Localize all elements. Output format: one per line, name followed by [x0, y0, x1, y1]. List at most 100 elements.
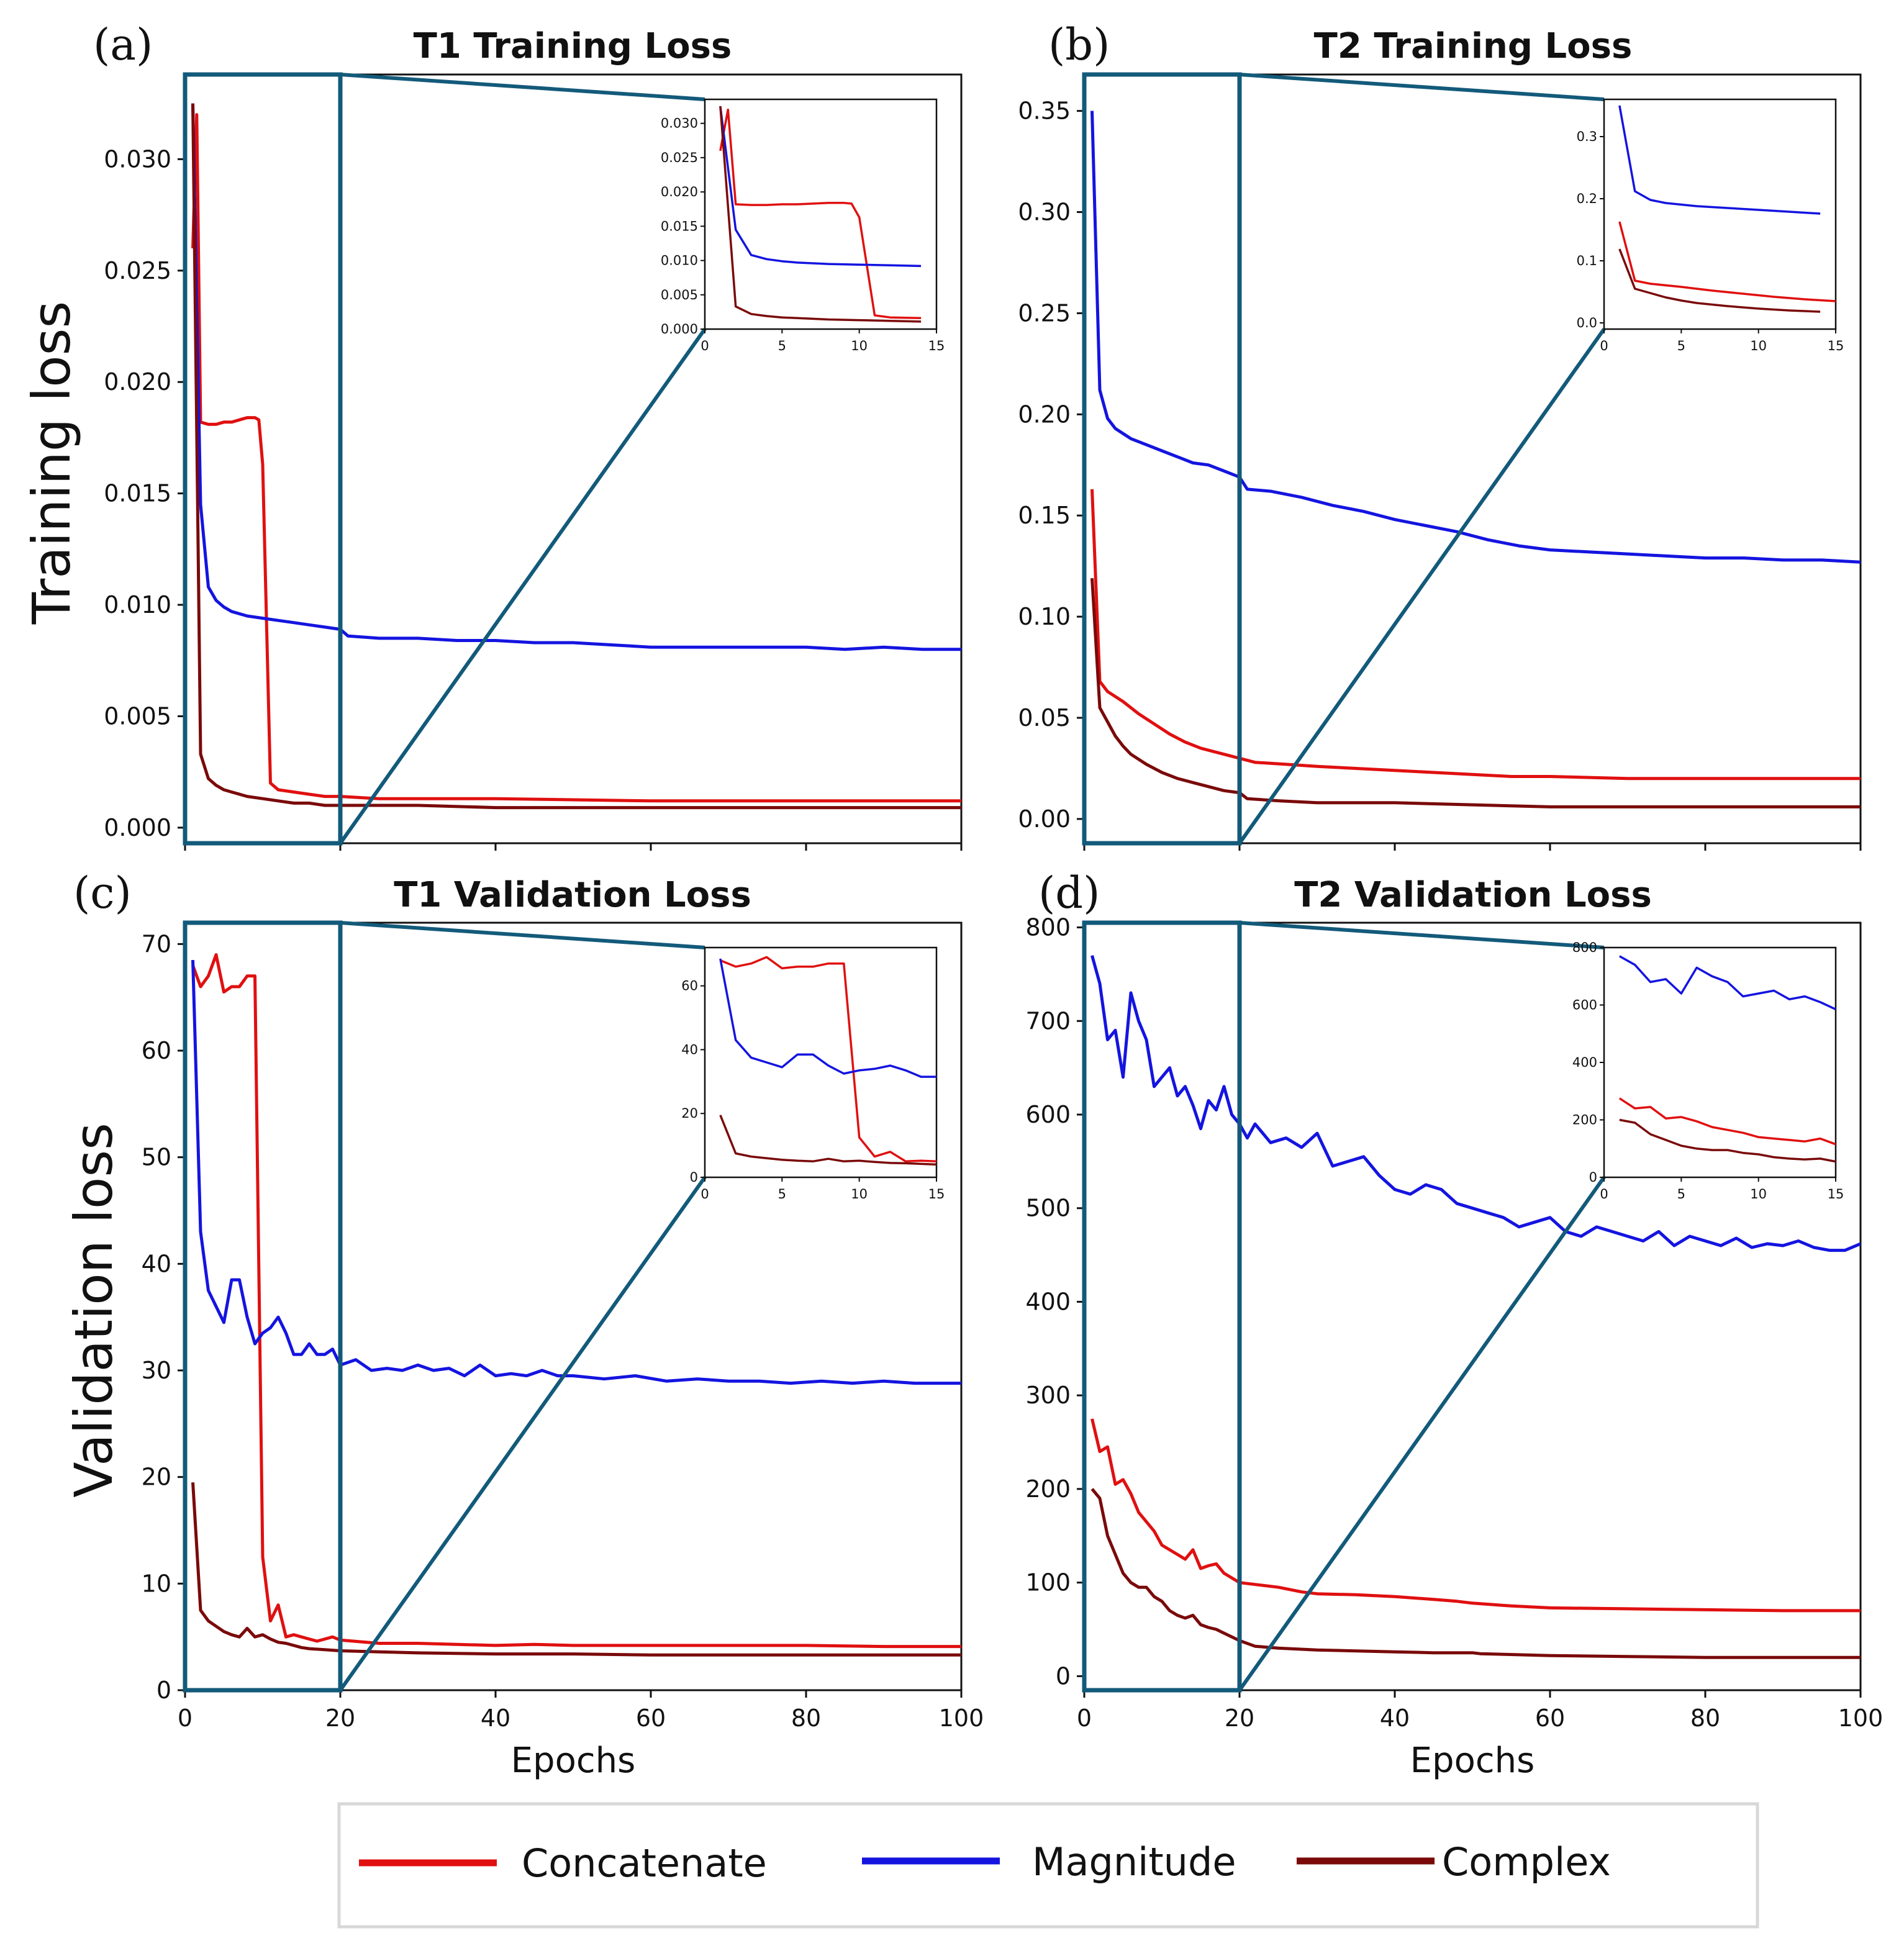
inset-y-tick-label: 600: [1572, 998, 1597, 1013]
zoom-region-box: [183, 72, 343, 846]
y-tick-label: 500: [1025, 1195, 1071, 1222]
inset-frame: [704, 98, 938, 330]
inset-series-line-magnitude: [719, 958, 936, 1078]
inset-y-tick-label: 40: [681, 1042, 698, 1057]
y-tick-label: 0.025: [104, 257, 171, 284]
inset-series-line-complex: [719, 106, 922, 323]
y-tick-label: 10: [142, 1570, 171, 1597]
y-tick-label: 0.30: [1018, 199, 1071, 226]
panel-label-c: (c): [73, 867, 132, 918]
y-tick-label: 400: [1025, 1288, 1071, 1315]
inset-x-tick-label: 15: [928, 1187, 945, 1202]
y-tick-label: 0: [156, 1677, 171, 1704]
x-axis-title-d: Epochs: [1410, 1741, 1535, 1781]
series-line-concatenate: [1090, 1418, 1861, 1613]
chart-panel-b: T2 Training Loss(b)0.000.050.100.150.200…: [1018, 19, 1862, 851]
inset-plot-b: 0.0 0.1 0.2 0.3 0 5 10 15: [1577, 98, 1844, 353]
x-tick-label: 80: [791, 1704, 821, 1732]
chart-panel-a: T1 Training Loss(a)0.0000.0050.0100.0150…: [93, 19, 963, 851]
zoom-connector-top: [340, 73, 705, 101]
inset-frame: [1603, 98, 1837, 330]
inset-plot-c: 0 20 40 60 0 5 10 15: [681, 946, 945, 1202]
inset-x-tick-label: 0: [700, 338, 709, 353]
inset-series-line-complex: [1619, 1118, 1836, 1163]
chart-title-c: T1 Validation Loss: [394, 875, 751, 915]
inset-series-line-concatenate: [720, 956, 936, 1163]
y-tick-label: 0.20: [1018, 401, 1071, 428]
y-tick-label: 0.010: [104, 591, 171, 618]
legend-frame: [337, 1802, 1759, 1929]
zoom-region-box: [183, 920, 343, 1693]
y-tick-label: 30: [142, 1357, 171, 1384]
inset-y-tick-label: 0.3: [1577, 129, 1597, 144]
inset-x-tick-label: 5: [778, 338, 786, 353]
x-tick-label: 100: [939, 1704, 984, 1732]
y-tick-label: 200: [1025, 1475, 1071, 1503]
inset-x-tick-label: 5: [1677, 338, 1685, 353]
y-tick-label: 700: [1025, 1007, 1071, 1034]
chart-title-d: T2 Validation Loss: [1294, 875, 1652, 915]
y-tick-label: 0.00: [1018, 805, 1071, 833]
zoom-region-box: [1082, 920, 1242, 1693]
inset-y-tick-label: 800: [1572, 940, 1597, 955]
y-tick-label: 40: [142, 1250, 171, 1277]
inset-x-tick-label: 5: [778, 1187, 786, 1202]
series-line-magnitude: [191, 103, 961, 651]
zoom-connector-top: [1239, 73, 1605, 101]
inset-y-tick-label: 0.015: [661, 219, 698, 233]
inset-y-tick-label: 20: [681, 1106, 698, 1121]
inset-y-tick-label: 0.025: [661, 150, 698, 165]
x-tick-label: 80: [1690, 1704, 1720, 1732]
x-tick-label: 60: [1535, 1704, 1565, 1732]
chart-title-b: T2 Training Loss: [1314, 26, 1633, 66]
series-line-magnitude: [191, 960, 961, 1385]
inset-series-line-magnitude: [1619, 955, 1836, 1010]
panels: T1 Training Loss(a)0.0000.0050.0100.0150…: [73, 19, 1883, 1781]
inset-series-line-complex: [1618, 248, 1821, 313]
zoom-connector-bottom: [338, 328, 707, 844]
inset-series-line-magnitude: [719, 106, 922, 268]
y-tick-label: 0.25: [1018, 299, 1071, 327]
y-tick-label: 20: [142, 1464, 171, 1491]
legend-label-concatenate: Concatenate: [522, 1840, 767, 1886]
inset-series-line-concatenate: [719, 108, 922, 320]
inset-x-tick-label: 10: [851, 1187, 868, 1202]
zoom-connector-bottom: [338, 1176, 707, 1691]
y-tick-label: 60: [142, 1037, 171, 1064]
inset-plot-d: 0 200 400 600 800 0 5 10 15: [1572, 940, 1844, 1202]
inset-plot-a: 0.000 0.005 0.010 0.015 0.020 0.025 0.030 0 5 10 1…: [661, 98, 945, 353]
inset-series-line-magnitude: [1618, 105, 1821, 215]
inset-y-tick-label: 0: [690, 1170, 698, 1185]
series-line-complex: [1090, 1488, 1861, 1659]
inset-x-tick-label: 0: [1600, 1187, 1608, 1202]
x-tick-label: 20: [1225, 1704, 1254, 1732]
y-tick-label: 300: [1025, 1382, 1071, 1409]
y-tick-label: 0: [1056, 1662, 1071, 1690]
inset-y-tick-label: 0.010: [661, 253, 698, 268]
y-tick-label: 50: [142, 1144, 171, 1171]
y-tick-label: 70: [142, 930, 171, 957]
y-tick-label: 0.35: [1018, 97, 1071, 125]
x-tick-label: 100: [1838, 1704, 1884, 1732]
inset-y-tick-label: 0.2: [1577, 191, 1597, 206]
x-tick-label: 0: [178, 1704, 193, 1732]
inset-y-tick-label: 0.1: [1577, 253, 1597, 268]
y-tick-label: 0.020: [104, 368, 171, 396]
panel-label-d: (d): [1038, 867, 1100, 918]
inset-y-tick-label: 0.000: [661, 322, 698, 337]
panel-label-a: (a): [93, 19, 153, 70]
inset-y-tick-label: 400: [1572, 1055, 1597, 1070]
chart-panel-d: T2 Validation Loss(d)0100200300400500600…: [1025, 867, 1883, 1781]
x-tick-label: 40: [1380, 1704, 1410, 1732]
zoom-region-box: [1082, 72, 1242, 846]
y-tick-label: 100: [1025, 1569, 1071, 1596]
inset-frame: [1603, 946, 1837, 1179]
series-line-concatenate: [1090, 489, 1861, 781]
inset-y-tick-label: 0.0: [1577, 315, 1597, 330]
y-tick-label: 0.15: [1018, 502, 1071, 529]
series-line-complex: [191, 1482, 961, 1657]
inset-y-tick-label: 0: [1589, 1170, 1597, 1185]
x-tick-label: 40: [481, 1704, 510, 1732]
